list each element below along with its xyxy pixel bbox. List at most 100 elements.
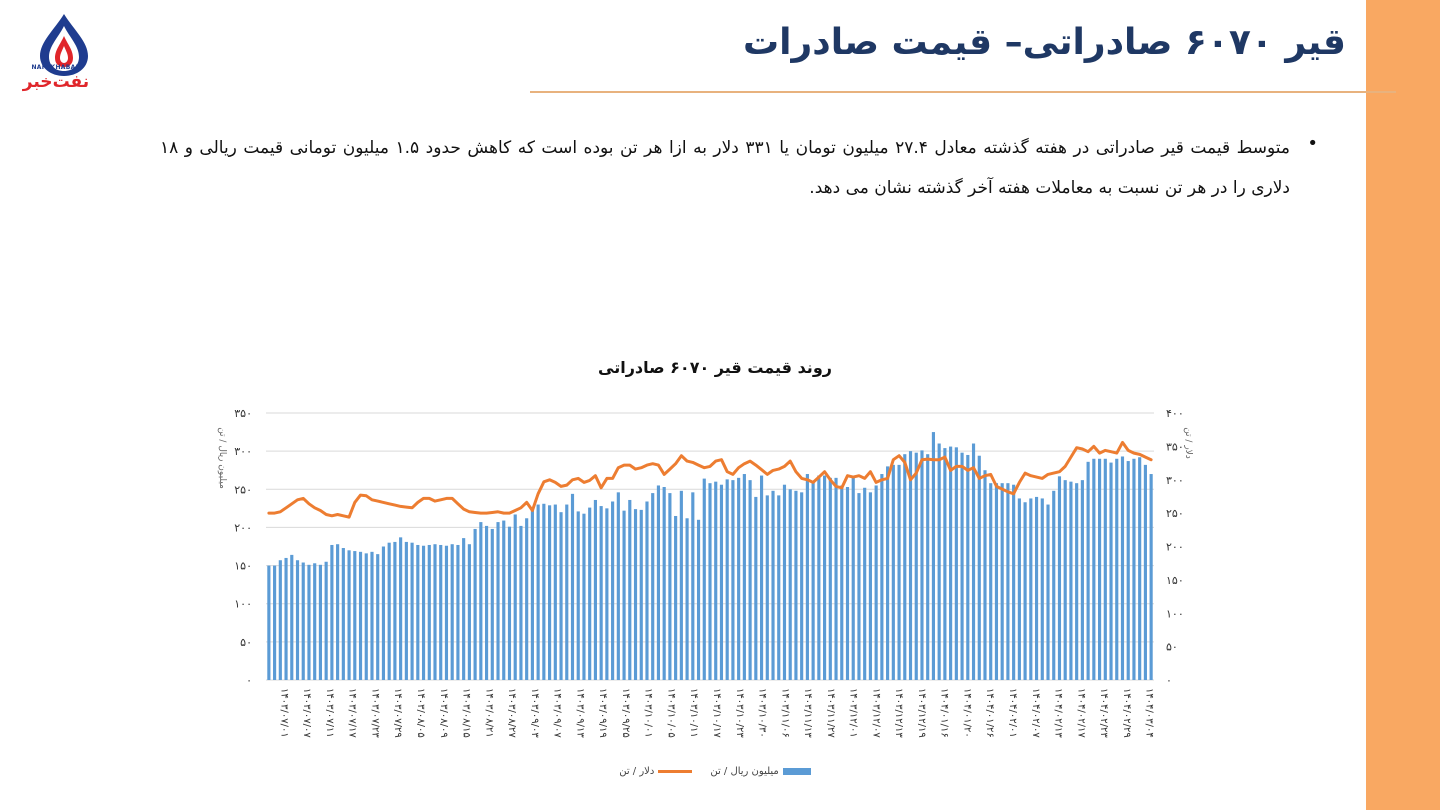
bar (445, 546, 448, 680)
bar (1098, 459, 1101, 680)
x-tick-label: ۱۴۰۳/۰۷/۰۱ (278, 688, 289, 738)
x-tick-label: ۱۴۰۳/۱۲/۱۹ (916, 688, 927, 738)
bar (995, 483, 998, 680)
bar (554, 505, 557, 680)
right-tick-label: ۱۵۰ (1166, 574, 1184, 587)
bar (428, 545, 431, 680)
left-tick-label: ۰ (246, 674, 252, 687)
bar (382, 547, 385, 681)
bar (743, 474, 746, 680)
x-tick-label: ۱۴۰۴/۰۱/۱۶ (939, 688, 950, 738)
bar (829, 478, 832, 680)
left-tick-label: ۵۰ (240, 636, 252, 649)
right-tick-label: ۱۰۰ (1166, 607, 1184, 620)
bar (1024, 502, 1027, 680)
bar (794, 491, 797, 680)
bar (313, 563, 316, 680)
bar (456, 545, 459, 680)
bar (1006, 483, 1009, 680)
bar (502, 521, 505, 680)
x-tick-label: ۱۴۰۳/۰۸/۲۷ (506, 688, 517, 738)
bar (279, 560, 282, 680)
x-tick-label: ۱۴۰۳/۱۰/۰۵ (665, 688, 676, 738)
x-tick-label: ۱۴۰۴/۰۲/۰۱ (1007, 688, 1018, 738)
logo-persian-text: نفت‌خبر (16, 72, 96, 92)
bar (703, 479, 706, 680)
bar (737, 478, 740, 680)
bar (817, 476, 820, 680)
bullet-item: • متوسط قیمت قیر صادراتی در هفته گذشته م… (160, 128, 1290, 208)
legend-label-dollar: دلار / تن (619, 766, 654, 777)
bar (474, 529, 477, 680)
bar (462, 538, 465, 680)
legend-item-dollar: دلار / تن (619, 766, 692, 777)
bar (771, 491, 774, 680)
bar (347, 550, 350, 680)
bar (708, 483, 711, 680)
x-tick-label: ۱۴۰۳/۰۹/۲۵ (620, 688, 631, 738)
x-tick-label: ۱۴۰۳/۱۰/۱۷ (711, 688, 722, 738)
bar (1052, 491, 1055, 680)
decorative-side-band (1366, 0, 1440, 810)
left-tick-label: ۳۵۰ (234, 407, 252, 420)
x-tick-label: ۱۴۰۳/۰۷/۱۱ (324, 688, 335, 738)
x-tick-label: ۱۴۰۳/۰۷/۰۷ (301, 688, 312, 738)
bar (617, 492, 620, 680)
left-tick-label: ۳۰۰ (234, 445, 252, 458)
left-tick-label: ۱۰۰ (234, 598, 252, 611)
bar (565, 505, 568, 680)
x-tick-label: ۱۴۰۳/۰۸/۱۵ (461, 688, 472, 738)
bar (806, 474, 809, 680)
bar (594, 500, 597, 680)
legend-swatch-line (658, 770, 692, 773)
bar (943, 448, 946, 680)
bar (284, 558, 287, 680)
x-tick-label: ۱۴۰۳/۱۰/۲۳ (734, 688, 745, 738)
x-tick-label: ۱۴۰۳/۰۸/۰۵ (415, 688, 426, 738)
bar (686, 518, 689, 680)
bar (336, 544, 339, 680)
bar (1087, 462, 1090, 680)
bar (714, 482, 717, 680)
bar (1138, 457, 1141, 680)
bar (926, 454, 929, 680)
bar (319, 565, 322, 680)
bar (388, 543, 391, 680)
bar (1035, 497, 1038, 680)
bar (897, 465, 900, 680)
bar (823, 476, 826, 680)
bar (525, 518, 528, 680)
bar (605, 508, 608, 680)
bar (1064, 480, 1067, 680)
bar (634, 509, 637, 680)
right-tick-label: ۲۵۰ (1166, 507, 1184, 520)
bar (749, 480, 752, 680)
right-tick-label: ۵۰ (1166, 641, 1178, 654)
bar (588, 508, 591, 680)
bar (267, 566, 270, 680)
bar (393, 542, 396, 680)
bar (949, 447, 952, 680)
x-tick-label: ۱۴۰۳/۰۹/۰۷ (552, 688, 563, 738)
x-tick-label: ۱۴۰۳/۰۹/۱۳ (574, 688, 585, 738)
bar (961, 453, 964, 680)
bar (720, 485, 723, 680)
right-axis-label: دلار / تن (1183, 427, 1193, 459)
bar (760, 476, 763, 680)
x-tick-label: ۱۴۰۳/۱۲/۰۱ (848, 688, 859, 738)
bar (812, 482, 815, 680)
bar (1001, 483, 1004, 680)
bar (433, 544, 436, 680)
bar (1029, 498, 1032, 680)
bar (663, 487, 666, 680)
bar (680, 491, 683, 680)
bar (657, 485, 660, 680)
bar (800, 492, 803, 680)
bar (353, 551, 356, 680)
bar (365, 553, 368, 680)
bar (903, 454, 906, 680)
x-tick-label: ۱۴۰۴/۰۳/۰۴ (1144, 688, 1155, 738)
bar (726, 479, 729, 680)
bar (1109, 463, 1112, 680)
bar (983, 470, 986, 680)
